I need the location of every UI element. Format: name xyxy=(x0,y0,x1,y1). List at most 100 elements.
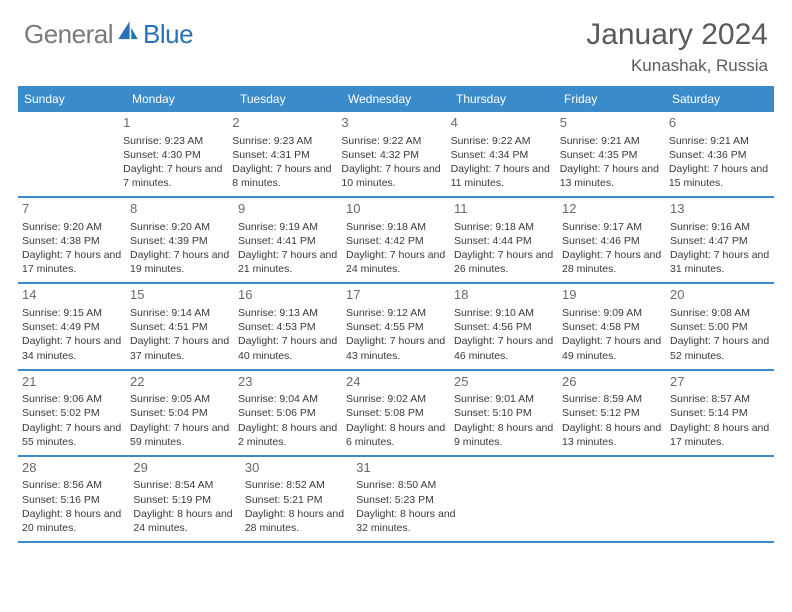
sunrise-text: Sunrise: 9:10 AM xyxy=(454,306,554,320)
daylight-text: Daylight: 7 hours and 37 minutes. xyxy=(130,334,230,362)
daylight-text: Daylight: 8 hours and 32 minutes. xyxy=(356,507,459,535)
daylight-text: Daylight: 7 hours and 43 minutes. xyxy=(346,334,446,362)
sunset-text: Sunset: 4:32 PM xyxy=(341,148,442,162)
day-cell-26: 26Sunrise: 8:59 AMSunset: 5:12 PMDayligh… xyxy=(558,371,666,455)
sunrise-text: Sunrise: 9:13 AM xyxy=(238,306,338,320)
sunset-text: Sunset: 4:44 PM xyxy=(454,234,554,248)
day-number: 15 xyxy=(130,286,230,304)
sunset-text: Sunset: 5:14 PM xyxy=(670,406,770,420)
day-number: 11 xyxy=(454,200,554,218)
weeks-container: 1Sunrise: 9:23 AMSunset: 4:30 PMDaylight… xyxy=(18,112,774,543)
daylight-text: Daylight: 7 hours and 15 minutes. xyxy=(669,162,770,190)
day-number: 30 xyxy=(245,459,348,477)
day-cell-5: 5Sunrise: 9:21 AMSunset: 4:35 PMDaylight… xyxy=(556,112,665,196)
sunrise-text: Sunrise: 9:02 AM xyxy=(346,392,446,406)
daylight-text: Daylight: 7 hours and 13 minutes. xyxy=(560,162,661,190)
dayname-thursday: Thursday xyxy=(450,86,558,112)
sunrise-text: Sunrise: 8:52 AM xyxy=(245,478,348,492)
day-cell-30: 30Sunrise: 8:52 AMSunset: 5:21 PMDayligh… xyxy=(241,457,352,541)
day-number: 19 xyxy=(562,286,662,304)
day-cell-10: 10Sunrise: 9:18 AMSunset: 4:42 PMDayligh… xyxy=(342,198,450,282)
day-cell-8: 8Sunrise: 9:20 AMSunset: 4:39 PMDaylight… xyxy=(126,198,234,282)
dayname-wednesday: Wednesday xyxy=(342,86,450,112)
sunrise-text: Sunrise: 9:23 AM xyxy=(123,134,224,148)
sunrise-text: Sunrise: 9:01 AM xyxy=(454,392,554,406)
sunset-text: Sunset: 4:35 PM xyxy=(560,148,661,162)
daylight-text: Daylight: 7 hours and 8 minutes. xyxy=(232,162,333,190)
daylight-text: Daylight: 7 hours and 10 minutes. xyxy=(341,162,442,190)
daylight-text: Daylight: 8 hours and 24 minutes. xyxy=(133,507,236,535)
week-row: 7Sunrise: 9:20 AMSunset: 4:38 PMDaylight… xyxy=(18,198,774,284)
day-cell-18: 18Sunrise: 9:10 AMSunset: 4:56 PMDayligh… xyxy=(450,284,558,368)
sunrise-text: Sunrise: 8:59 AM xyxy=(562,392,662,406)
daylight-text: Daylight: 7 hours and 40 minutes. xyxy=(238,334,338,362)
day-number: 31 xyxy=(356,459,459,477)
day-cell-2: 2Sunrise: 9:23 AMSunset: 4:31 PMDaylight… xyxy=(228,112,337,196)
daylight-text: Daylight: 8 hours and 2 minutes. xyxy=(238,421,338,449)
day-number: 7 xyxy=(22,200,122,218)
empty-cell xyxy=(18,112,119,196)
day-cell-21: 21Sunrise: 9:06 AMSunset: 5:02 PMDayligh… xyxy=(18,371,126,455)
day-number: 1 xyxy=(123,114,224,132)
day-cell-13: 13Sunrise: 9:16 AMSunset: 4:47 PMDayligh… xyxy=(666,198,774,282)
day-cell-14: 14Sunrise: 9:15 AMSunset: 4:49 PMDayligh… xyxy=(18,284,126,368)
daylight-text: Daylight: 7 hours and 19 minutes. xyxy=(130,248,230,276)
sunset-text: Sunset: 4:38 PM xyxy=(22,234,122,248)
sunset-text: Sunset: 4:31 PM xyxy=(232,148,333,162)
day-number: 20 xyxy=(670,286,770,304)
sunrise-text: Sunrise: 9:20 AM xyxy=(22,220,122,234)
daylight-text: Daylight: 7 hours and 21 minutes. xyxy=(238,248,338,276)
sunrise-text: Sunrise: 9:04 AM xyxy=(238,392,338,406)
day-number: 17 xyxy=(346,286,446,304)
sunset-text: Sunset: 4:30 PM xyxy=(123,148,224,162)
sunrise-text: Sunrise: 9:20 AM xyxy=(130,220,230,234)
sunrise-text: Sunrise: 8:54 AM xyxy=(133,478,236,492)
sunset-text: Sunset: 5:08 PM xyxy=(346,406,446,420)
day-cell-28: 28Sunrise: 8:56 AMSunset: 5:16 PMDayligh… xyxy=(18,457,129,541)
daylight-text: Daylight: 7 hours and 26 minutes. xyxy=(454,248,554,276)
sunset-text: Sunset: 5:16 PM xyxy=(22,493,125,507)
day-number: 27 xyxy=(670,373,770,391)
day-cell-22: 22Sunrise: 9:05 AMSunset: 5:04 PMDayligh… xyxy=(126,371,234,455)
dayname-saturday: Saturday xyxy=(666,86,774,112)
sunrise-text: Sunrise: 9:16 AM xyxy=(670,220,770,234)
day-cell-11: 11Sunrise: 9:18 AMSunset: 4:44 PMDayligh… xyxy=(450,198,558,282)
sunrise-text: Sunrise: 9:09 AM xyxy=(562,306,662,320)
daylight-text: Daylight: 7 hours and 49 minutes. xyxy=(562,334,662,362)
day-cell-31: 31Sunrise: 8:50 AMSunset: 5:23 PMDayligh… xyxy=(352,457,463,541)
day-cell-27: 27Sunrise: 8:57 AMSunset: 5:14 PMDayligh… xyxy=(666,371,774,455)
daylight-text: Daylight: 7 hours and 52 minutes. xyxy=(670,334,770,362)
calendar: SundayMondayTuesdayWednesdayThursdayFrid… xyxy=(18,86,774,543)
day-cell-3: 3Sunrise: 9:22 AMSunset: 4:32 PMDaylight… xyxy=(337,112,446,196)
sunset-text: Sunset: 5:06 PM xyxy=(238,406,338,420)
day-number: 5 xyxy=(560,114,661,132)
day-cell-29: 29Sunrise: 8:54 AMSunset: 5:19 PMDayligh… xyxy=(129,457,240,541)
day-cell-9: 9Sunrise: 9:19 AMSunset: 4:41 PMDaylight… xyxy=(234,198,342,282)
week-row: 14Sunrise: 9:15 AMSunset: 4:49 PMDayligh… xyxy=(18,284,774,370)
day-number: 16 xyxy=(238,286,338,304)
sunset-text: Sunset: 4:34 PM xyxy=(451,148,552,162)
week-row: 21Sunrise: 9:06 AMSunset: 5:02 PMDayligh… xyxy=(18,371,774,457)
sunrise-text: Sunrise: 9:05 AM xyxy=(130,392,230,406)
dayname-tuesday: Tuesday xyxy=(234,86,342,112)
day-number: 6 xyxy=(669,114,770,132)
sunrise-text: Sunrise: 9:19 AM xyxy=(238,220,338,234)
sunrise-text: Sunrise: 9:06 AM xyxy=(22,392,122,406)
sunrise-text: Sunrise: 8:56 AM xyxy=(22,478,125,492)
day-cell-1: 1 Sunrise: 9:23 AMSunset: 4:30 PMDaylight… xyxy=(119,112,228,196)
sunset-text: Sunset: 4:41 PM xyxy=(238,234,338,248)
daylight-text: Daylight: 7 hours and 34 minutes. xyxy=(22,334,122,362)
day-number: 14 xyxy=(22,286,122,304)
sunrise-text: Sunrise: 8:57 AM xyxy=(670,392,770,406)
sunrise-text: Sunrise: 9:17 AM xyxy=(562,220,662,234)
sunset-text: Sunset: 5:21 PM xyxy=(245,493,348,507)
day-number: 24 xyxy=(346,373,446,391)
day-cell-20: 20Sunrise: 9:08 AMSunset: 5:00 PMDayligh… xyxy=(666,284,774,368)
daylight-text: Daylight: 7 hours and 7 minutes. xyxy=(123,162,224,190)
week-row: 28Sunrise: 8:56 AMSunset: 5:16 PMDayligh… xyxy=(18,457,774,543)
daylight-text: Daylight: 8 hours and 20 minutes. xyxy=(22,507,125,535)
brand-sail-icon xyxy=(115,18,141,51)
sunrise-text: Sunrise: 9:21 AM xyxy=(669,134,770,148)
empty-cell xyxy=(567,457,670,541)
daylight-text: Daylight: 8 hours and 28 minutes. xyxy=(245,507,348,535)
